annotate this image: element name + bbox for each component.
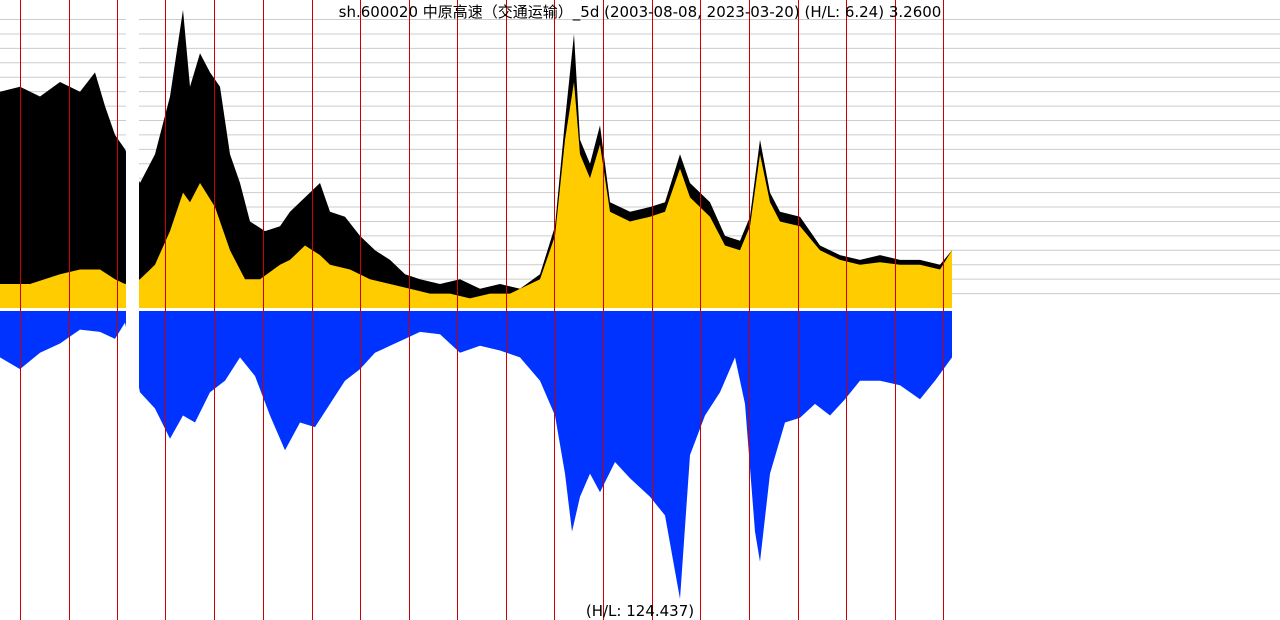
series-volume [0,311,952,599]
chart-title: sh.600020 中原高速（交通运输）_5d (2003-08-08, 202… [339,3,942,22]
series-close [0,82,952,308]
year-marker-lines [20,0,944,620]
volume-range-label: (H/L: 124.437) [586,602,694,620]
volume-area [0,308,1280,599]
price-area [0,9,952,309]
gap-0 [126,0,139,620]
data-gaps [126,0,139,620]
